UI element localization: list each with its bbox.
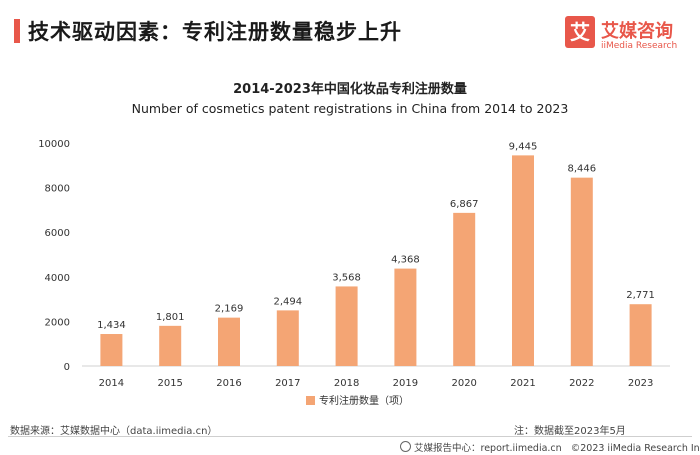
- footer-divider: [8, 436, 692, 437]
- y-tick-label: 6000: [45, 228, 70, 239]
- bar-value-label: 8,446: [567, 164, 596, 175]
- x-tick-label: 2016: [216, 378, 241, 389]
- bar-value-label: 9,445: [509, 141, 538, 152]
- chart-subtitle: Number of cosmetics patent registrations…: [131, 101, 569, 116]
- legend-label: 专利注册数量（项）: [319, 394, 409, 407]
- bar: [570, 177, 593, 366]
- bar-value-label: 3,568: [332, 272, 361, 283]
- y-tick-label: 0: [64, 362, 70, 373]
- x-tick-label: 2018: [334, 378, 359, 389]
- bar-value-label: 2,169: [215, 304, 244, 315]
- logo-mark-icon: 艾: [565, 16, 595, 48]
- bar: [218, 317, 240, 366]
- bar-value-label: 1,801: [156, 312, 185, 323]
- x-tick-label: 2020: [451, 378, 476, 389]
- page-title: 技术驱动因素：专利注册数量稳步上升: [28, 20, 402, 44]
- x-tick-label: 2023: [628, 378, 653, 389]
- title-accent-bar: [14, 19, 20, 43]
- x-tick-label: 2017: [275, 378, 300, 389]
- data-source: 数据来源：艾媒数据中心（data.iimedia.cn）: [10, 426, 218, 437]
- bar: [335, 286, 358, 366]
- bar: [100, 334, 123, 366]
- bar-chart: 0 2000 4000 6000 8000 10000 1,434 2014 1,801 2015…: [38, 139, 670, 407]
- x-tick-label: 2022: [569, 378, 594, 389]
- bar-value-label: 1,434: [97, 320, 126, 331]
- footer-right: 艾媒报告中心：report.iimedia.cn ©2023 iiMedia R…: [400, 440, 700, 454]
- bar: [512, 155, 534, 366]
- bar: [453, 212, 476, 366]
- x-tick-label: 2019: [393, 378, 418, 389]
- bar: [629, 304, 652, 366]
- bar: [159, 325, 182, 366]
- x-tick-label: 2014: [99, 378, 124, 389]
- y-tick-label: 4000: [45, 273, 70, 284]
- bar-value-label: 6,867: [450, 199, 479, 210]
- bar-value-label: 2,494: [273, 296, 302, 307]
- bar: [276, 310, 299, 366]
- x-tick-label: 2015: [157, 378, 182, 389]
- bar-value-label: 2,771: [626, 290, 655, 301]
- report-center-icon: [400, 441, 411, 452]
- copyright: ©2023 iiMedia Research Inc: [570, 443, 700, 454]
- y-tick-label: 2000: [45, 317, 70, 328]
- legend-swatch: [306, 396, 315, 405]
- chart-title: 2014-2023年中国化妆品专利注册数量: [233, 82, 467, 97]
- report-center-link[interactable]: 艾媒报告中心：report.iimedia.cn: [414, 443, 562, 454]
- data-note: 注：数据截至2023年5月: [514, 426, 626, 437]
- x-tick-label: 2021: [510, 378, 535, 389]
- bar: [394, 268, 417, 366]
- logo-name-en: iiMedia Research: [601, 41, 678, 51]
- logo-name-cn: 艾媒咨询: [601, 21, 673, 42]
- iimedia-logo: 艾 艾媒咨询 iiMedia Research: [565, 16, 691, 56]
- y-tick-label: 10000: [38, 139, 70, 150]
- y-tick-label: 8000: [45, 184, 70, 195]
- bar-value-label: 4,368: [391, 255, 420, 266]
